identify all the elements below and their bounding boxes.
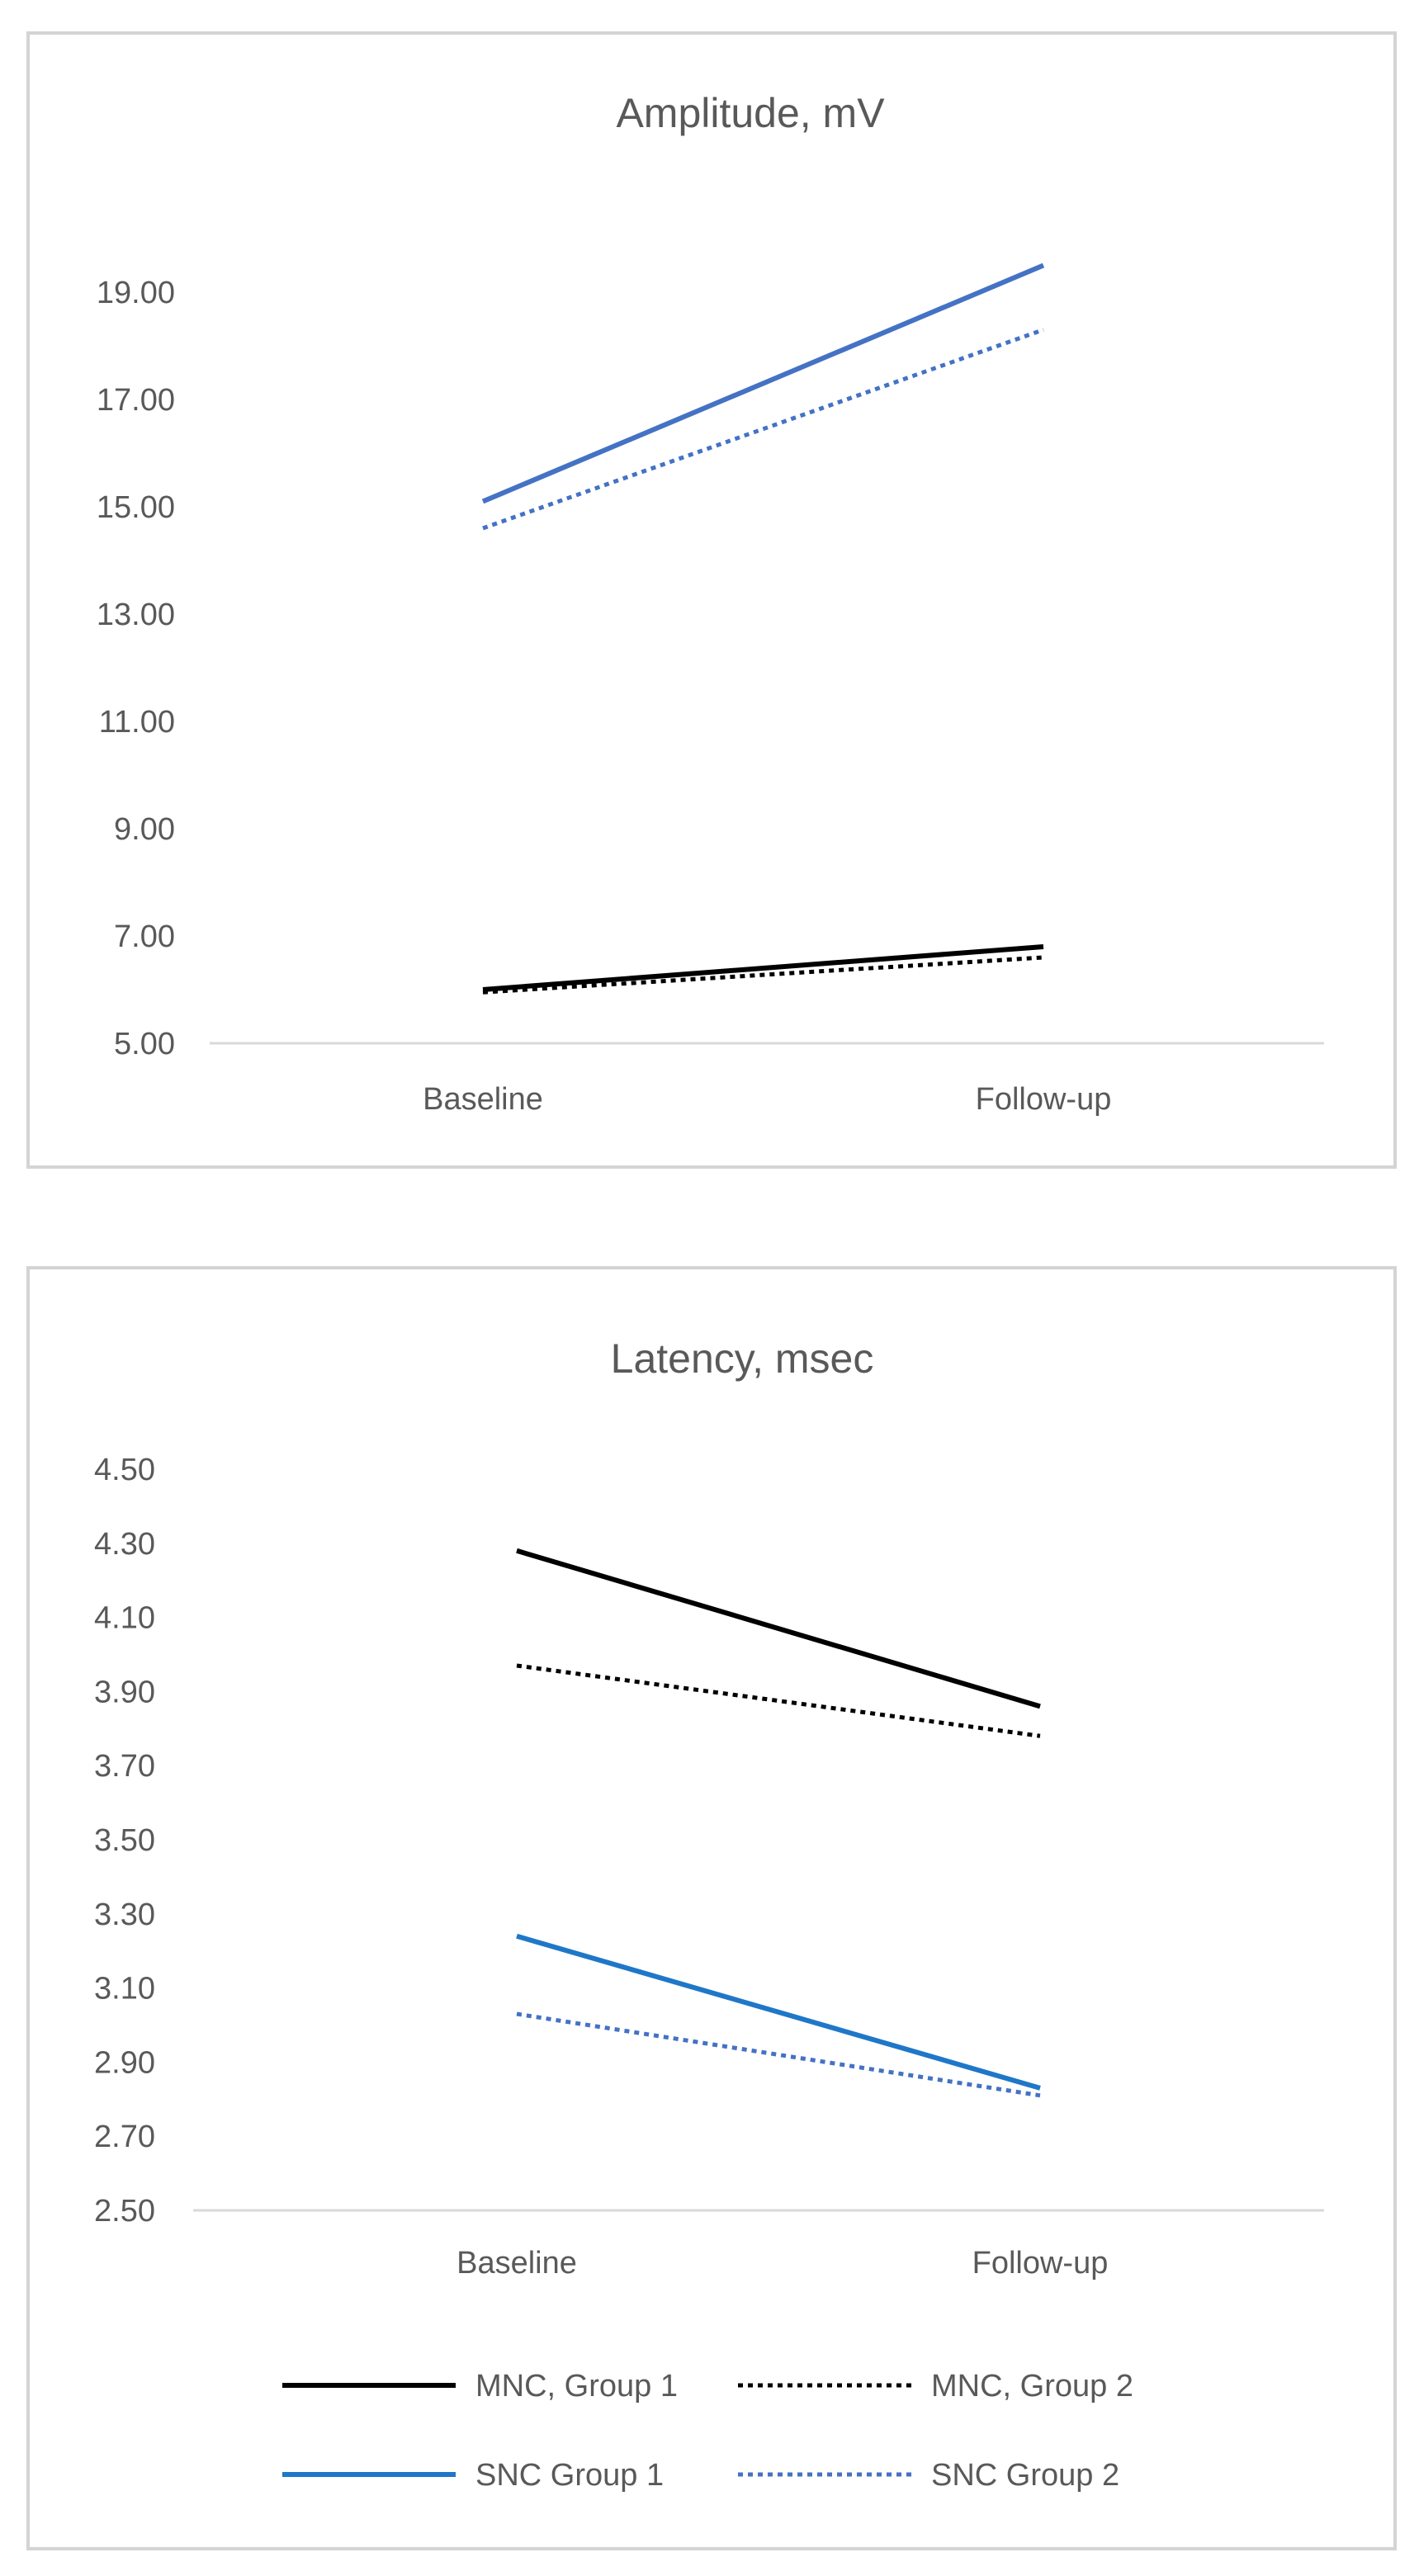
series-line-mnc-group-1	[516, 1548, 1041, 1709]
series-line-snc-group-1	[516, 1933, 1041, 2091]
y-tick-label: 17.00	[97, 383, 175, 418]
y-tick-label: 4.30	[94, 1527, 155, 1562]
series-line-mnc-group-2	[482, 955, 1044, 995]
series-line-mnc-group-1	[482, 944, 1044, 992]
series-line-mnc-group-2	[516, 1663, 1041, 1738]
y-tick-label: 3.10	[94, 1972, 155, 2006]
x-category-label: Follow-up	[976, 1082, 1112, 1117]
y-tick-label: 19.00	[97, 276, 175, 310]
amplitude-chart-panel: Amplitude, mV 5.00 7.00 9.00 11.00 13.00 15.00…	[26, 31, 1397, 1169]
amplitude-chart: Amplitude, mV 5.00 7.00 9.00 11.00 13.00 15.00…	[97, 90, 1324, 1117]
y-tick-label: 3.90	[94, 1675, 155, 1709]
y-tick-label: 13.00	[97, 598, 175, 632]
y-tick-label: 7.00	[114, 919, 175, 954]
series-line-snc-group-2	[516, 2011, 1041, 2098]
x-category-label: Baseline	[456, 2246, 577, 2281]
chart-title: Amplitude, mV	[616, 90, 885, 136]
x-category-label: Baseline	[423, 1082, 543, 1117]
y-tick-label: 2.50	[94, 2194, 155, 2229]
x-category-label: Follow-up	[972, 2246, 1109, 2281]
y-tick-label: 15.00	[97, 490, 175, 525]
y-tick-label: 4.10	[94, 1601, 155, 1636]
y-tick-label: 4.50	[94, 1453, 155, 1487]
chart-title: Latency, msec	[611, 1335, 874, 1382]
series-line-snc-group-2	[482, 328, 1044, 531]
y-tick-label: 9.00	[114, 812, 175, 847]
legend-label-snc-group-2: SNC Group 2	[931, 2458, 1119, 2493]
legend-label-mnc-group-1: MNC, Group 1	[475, 2369, 678, 2403]
latency-chart: Latency, msec 2.50 2.70 2.90 3.10 3.30 3.50 3.7…	[94, 1335, 1324, 2493]
y-tick-label: 11.00	[99, 705, 175, 740]
series-line-snc-group-1	[481, 262, 1045, 504]
y-tick-label: 3.30	[94, 1898, 155, 1932]
legend-label-snc-group-1: SNC Group 1	[475, 2458, 664, 2493]
y-tick-label: 2.70	[94, 2120, 155, 2154]
y-tick-label: 3.70	[94, 1749, 155, 1784]
latency-chart-panel: Latency, msec 2.50 2.70 2.90 3.10 3.30 3.50 3.7…	[26, 1266, 1397, 2550]
y-tick-label: 3.50	[94, 1823, 155, 1858]
y-tick-label: 2.90	[94, 2045, 155, 2080]
y-tick-label: 5.00	[114, 1027, 175, 1061]
legend-label-mnc-group-2: MNC, Group 2	[931, 2369, 1133, 2403]
